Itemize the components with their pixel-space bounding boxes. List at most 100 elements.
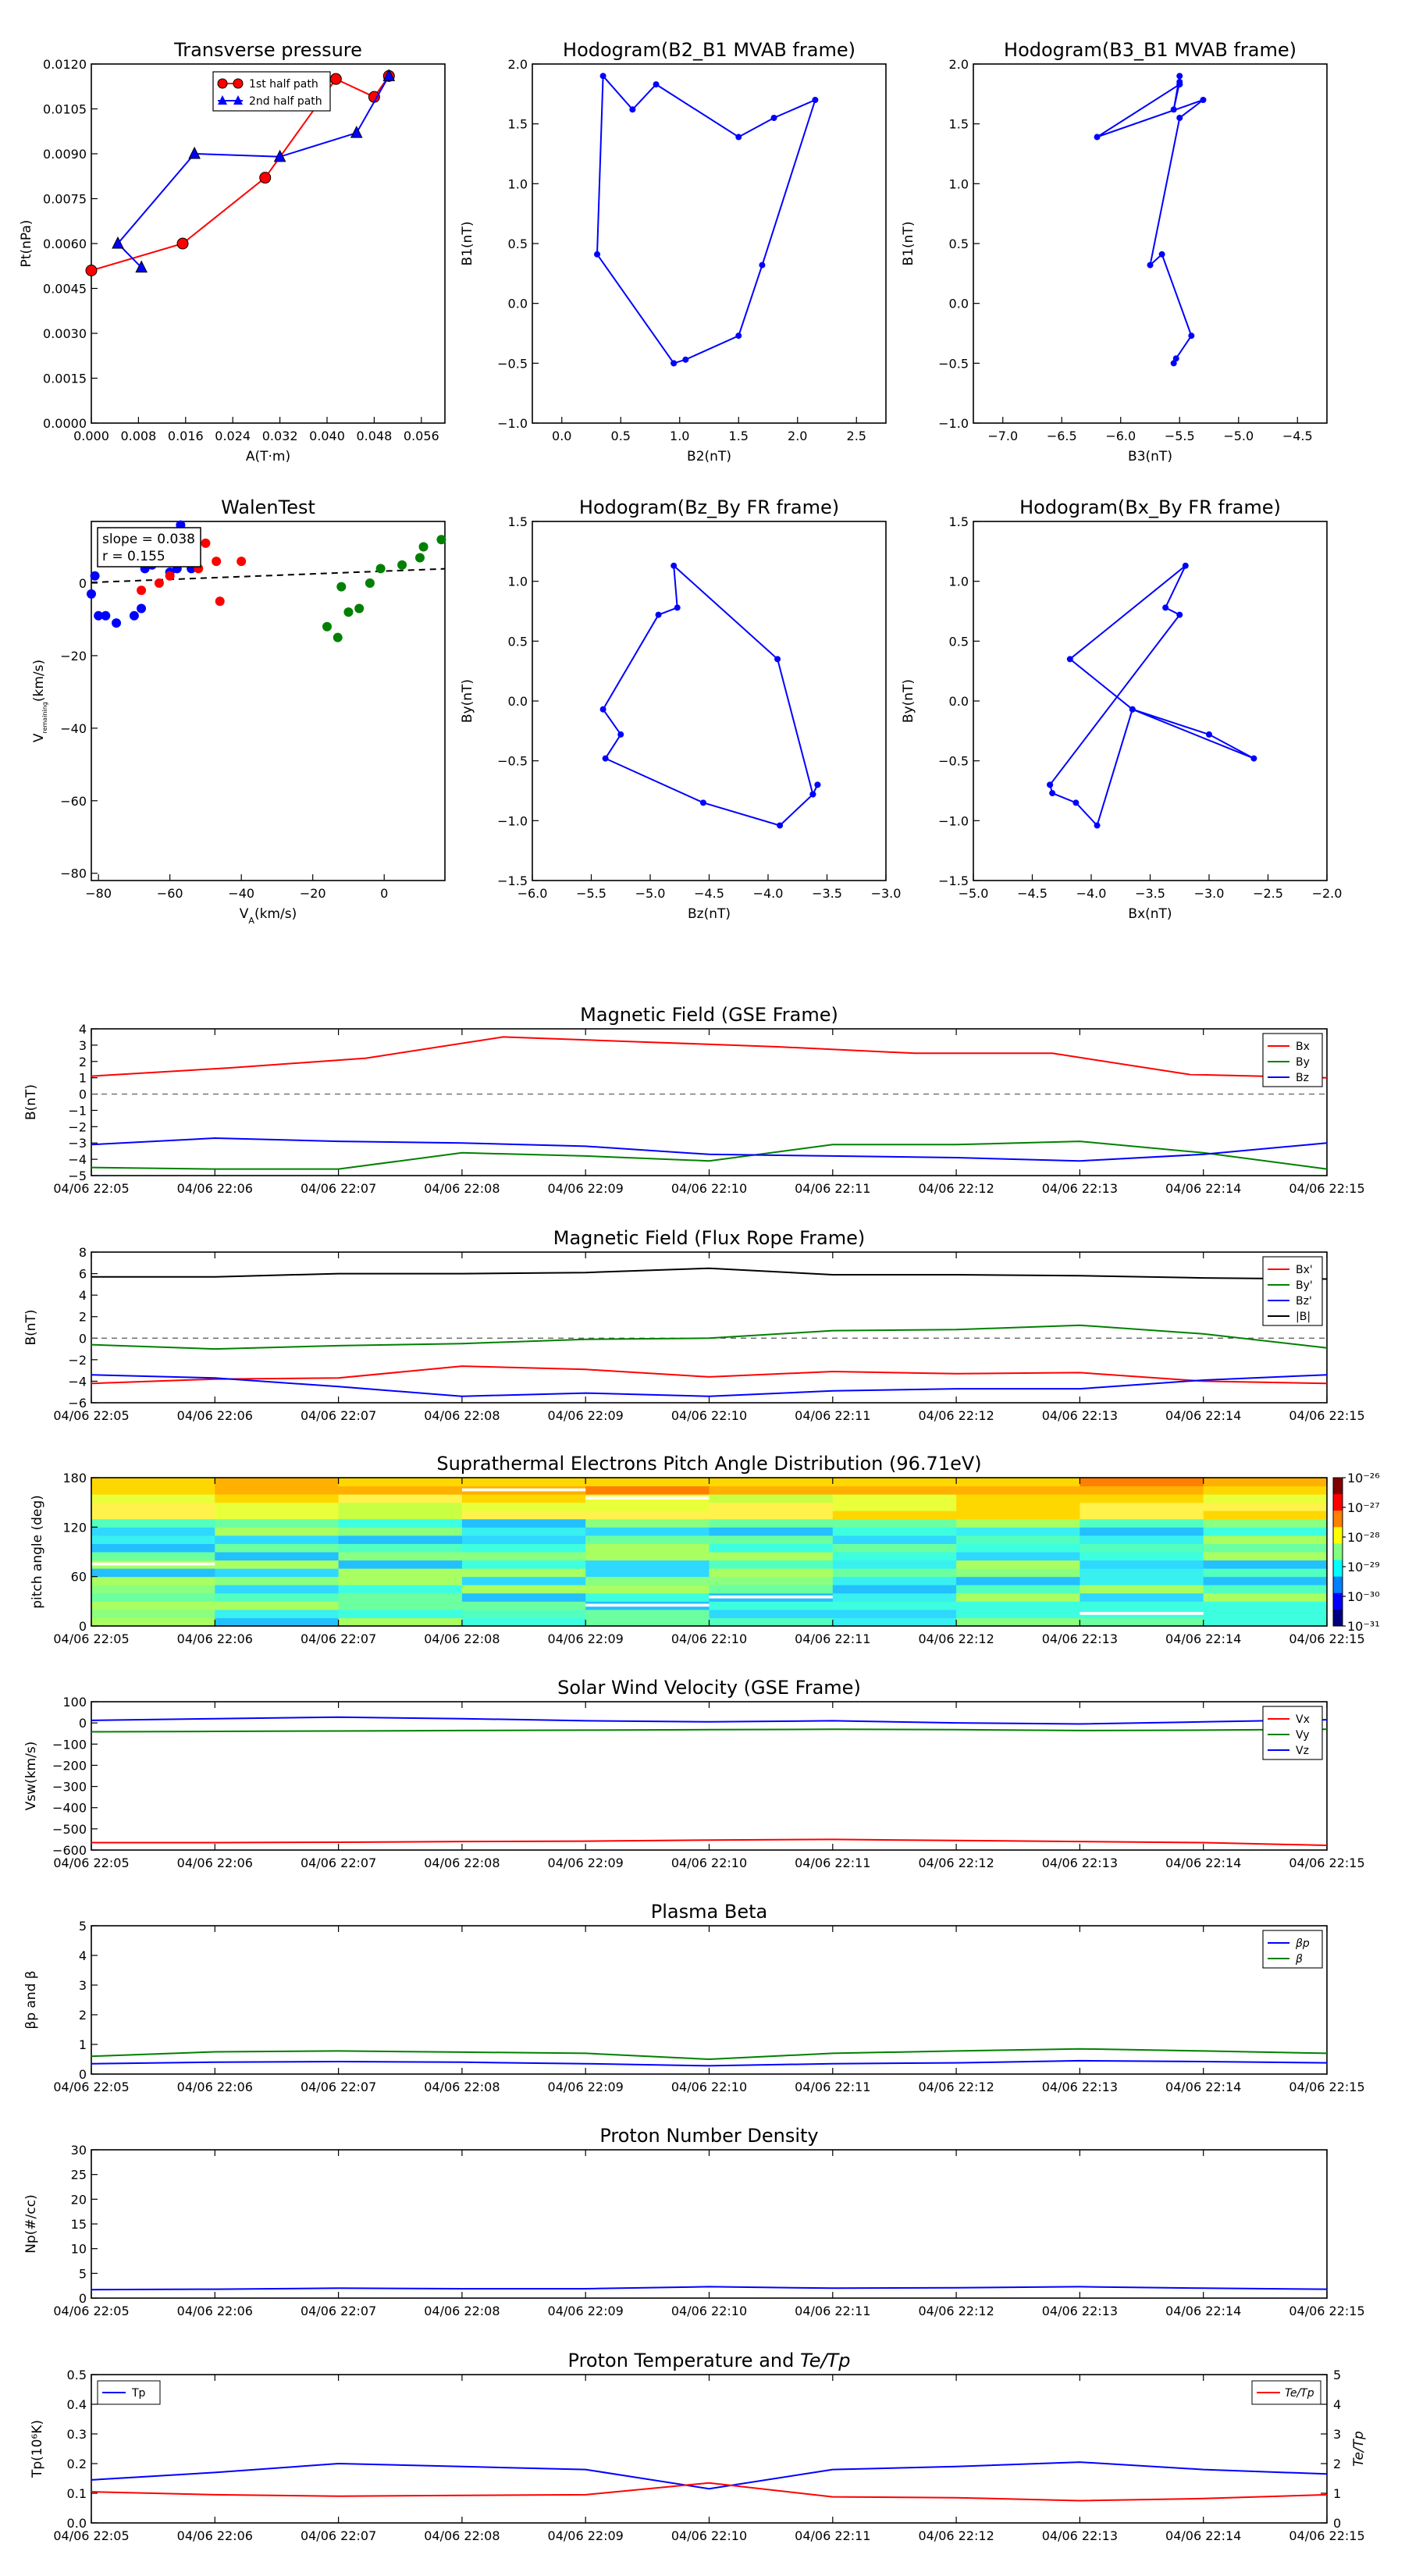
y-tick-label: 1.5 xyxy=(508,514,528,529)
time-tick-label: 04/06 22:08 xyxy=(424,2080,500,2094)
y-tick-label: 30 xyxy=(71,2143,87,2158)
y-tick-label: 2 xyxy=(79,1055,87,1069)
data-point xyxy=(617,731,624,738)
heatmap-cell xyxy=(461,1510,586,1520)
x-tick-label: 0.000 xyxy=(73,429,109,443)
y-tick-label: −4 xyxy=(68,1374,87,1389)
heatmap-cell xyxy=(91,1585,215,1594)
y-tick-label: 1.5 xyxy=(508,117,528,132)
time-tick-label: 04/06 22:09 xyxy=(548,2528,624,2543)
y-tick-label: 15 xyxy=(71,2217,87,2232)
series-line xyxy=(91,2286,1328,2291)
heatmap-cell xyxy=(461,1617,586,1627)
heatmap-cell xyxy=(215,1535,340,1544)
time-tick-label: 04/06 22:06 xyxy=(177,2528,253,2543)
y-tick-label: 0.5 xyxy=(949,634,969,649)
series-line xyxy=(91,1716,1328,1725)
time-tick-label: 04/06 22:10 xyxy=(671,2528,747,2543)
chart-title: Hodogram(Bz_By FR frame) xyxy=(579,496,839,518)
time-tick-label: 04/06 22:05 xyxy=(53,1181,129,1196)
y-tick-label: 0.0 xyxy=(949,297,969,311)
heatmap-cell xyxy=(215,1527,340,1536)
heatmap-cell xyxy=(709,1560,834,1569)
x-axis-label: VA(km/s) xyxy=(240,906,297,926)
heatmap-cell xyxy=(91,1510,215,1520)
plot-frame xyxy=(91,2374,1328,2524)
y-tick-label: 4 xyxy=(79,1288,87,1303)
x-tick-label: 2.0 xyxy=(788,429,807,443)
data-point xyxy=(682,356,689,363)
y-axis-label: B(nT) xyxy=(23,1309,39,1345)
plot-frame xyxy=(91,521,446,881)
heatmap-cell xyxy=(1203,1527,1328,1536)
heatmap-cell xyxy=(215,1494,340,1503)
heatmap-cell xyxy=(215,1502,340,1511)
series-line xyxy=(91,1728,1328,1733)
x-axis-label: Bx(nT) xyxy=(1128,906,1172,922)
data-point xyxy=(1200,97,1207,103)
time-tick-label: 04/06 22:06 xyxy=(177,2304,253,2318)
time-tick-label: 04/06 22:15 xyxy=(1289,1408,1364,1423)
temp-chart: 04/06 22:05 04/06 22:06 04/06 22:07 04/06 2… xyxy=(30,2350,1367,2543)
heatmap-cell xyxy=(956,1585,1080,1594)
heatmap-cell xyxy=(1203,1568,1328,1578)
colorbar-segment xyxy=(1333,1478,1343,1495)
heatmap-cell xyxy=(832,1592,957,1602)
x-tick-label: −6.0 xyxy=(518,886,548,901)
series-line xyxy=(1096,76,1204,364)
chart-title: Plasma Beta xyxy=(651,1901,767,1923)
heatmap-cell xyxy=(91,1552,215,1561)
heatmap-cell xyxy=(215,1552,340,1561)
y-axis-label: By(nT) xyxy=(460,679,475,723)
y-tick-label: 5 xyxy=(79,1919,87,1934)
data-point xyxy=(594,251,601,258)
y-tick-label: 0.3 xyxy=(67,2427,87,2442)
heatmap-cell xyxy=(91,1543,215,1553)
chart-title: Proton Number Density xyxy=(599,2125,818,2147)
colorbar-segment xyxy=(1333,1576,1343,1594)
x-tick-label: −7.0 xyxy=(987,429,1018,443)
y-tick-label: 4 xyxy=(79,1948,87,1963)
chart-title: Hodogram(B3_B1 MVAB frame) xyxy=(1004,39,1297,61)
time-tick-label: 04/06 22:14 xyxy=(1165,2080,1241,2094)
x-axis-label: B2(nT) xyxy=(687,449,731,464)
legend-box xyxy=(212,71,331,112)
heatmap-gap xyxy=(91,1562,215,1566)
time-tick-label: 04/06 22:09 xyxy=(548,2304,624,2318)
heatmap-cell xyxy=(585,1527,710,1536)
data-point xyxy=(259,172,272,184)
legend-marker xyxy=(218,95,227,105)
y-tick-label: 0 xyxy=(79,1331,87,1346)
data-point xyxy=(812,97,819,103)
heatmap-cell xyxy=(461,1601,586,1610)
y-tick-label: 6 xyxy=(79,1267,87,1282)
data-point xyxy=(599,706,606,713)
data-point xyxy=(1182,562,1189,569)
series-line xyxy=(91,1140,1328,1170)
x-tick-label: 0.008 xyxy=(120,429,156,443)
heatmap-cell xyxy=(461,1568,586,1578)
heatmap-cell xyxy=(91,1576,215,1585)
y-tick-label: 1.0 xyxy=(508,176,528,191)
heatmap-cell xyxy=(91,1609,215,1618)
data-point xyxy=(1206,731,1212,738)
x-tick-label: −20 xyxy=(300,886,326,901)
time-tick-label: 04/06 22:10 xyxy=(671,2304,747,2318)
chart-title: Solar Wind Velocity (GSE Frame) xyxy=(557,1677,861,1699)
heatmap-cell xyxy=(832,1494,957,1503)
data-point xyxy=(418,542,429,552)
plot-frame xyxy=(91,63,446,424)
x-tick-label: 0.024 xyxy=(215,429,251,443)
time-tick-label: 04/06 22:12 xyxy=(918,1181,994,1196)
heatmap-cell xyxy=(338,1510,463,1520)
heatmap-cell xyxy=(585,1510,710,1520)
x-tick-label: −4.5 xyxy=(1282,429,1313,443)
y-tick-label: −300 xyxy=(52,1780,87,1795)
heatmap-cell xyxy=(585,1502,710,1511)
heatmap-cell xyxy=(1080,1543,1204,1553)
heatmap-cell xyxy=(91,1535,215,1544)
time-tick-label: 04/06 22:15 xyxy=(1289,1181,1364,1196)
y-tick-label: −600 xyxy=(52,1843,87,1858)
heatmap-cell xyxy=(1080,1568,1204,1578)
time-tick-label: 04/06 22:06 xyxy=(177,1631,253,1646)
